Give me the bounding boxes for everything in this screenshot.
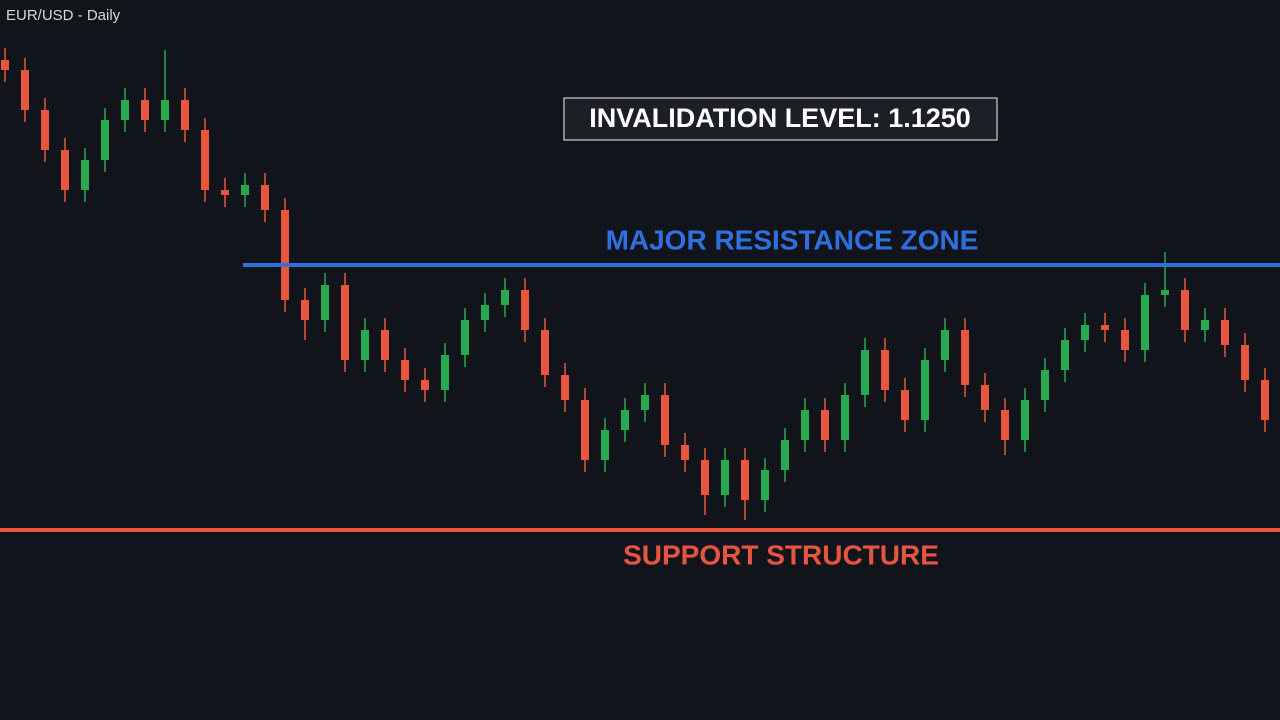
- candle-body: [681, 445, 689, 460]
- candle-body: [521, 290, 529, 330]
- candle-body: [901, 390, 909, 420]
- candle-body: [401, 360, 409, 380]
- candle-body: [441, 355, 449, 390]
- candle-body: [161, 100, 169, 120]
- candle-body: [581, 400, 589, 460]
- candle-body: [821, 410, 829, 440]
- candle-body: [1001, 410, 1009, 440]
- candle-body: [561, 375, 569, 400]
- candle-body: [701, 460, 709, 495]
- candle-body: [101, 120, 109, 160]
- candle-body: [881, 350, 889, 390]
- candle-body: [1201, 320, 1209, 330]
- candle-body: [81, 160, 89, 190]
- candle-body: [801, 410, 809, 440]
- candle-body: [601, 430, 609, 460]
- candle-body: [1241, 345, 1249, 380]
- chart-title: EUR/USD - Daily: [6, 7, 121, 24]
- candle-body: [1101, 325, 1109, 330]
- candle-body: [1161, 290, 1169, 295]
- candle-body: [281, 210, 289, 300]
- candle-body: [1081, 325, 1089, 340]
- candle-body: [1041, 370, 1049, 400]
- candle-body: [201, 130, 209, 190]
- candle-body: [321, 285, 329, 320]
- candle-body: [981, 385, 989, 410]
- candle-body: [261, 185, 269, 210]
- candle-body: [921, 360, 929, 420]
- candle-body: [421, 380, 429, 390]
- candle-body: [381, 330, 389, 360]
- candle-body: [661, 395, 669, 445]
- candle-body: [1141, 295, 1149, 350]
- annotation: INVALIDATION LEVEL: 1.1250: [589, 103, 971, 133]
- candle-body: [1, 60, 9, 70]
- candle-body: [341, 285, 349, 360]
- candle-body: [761, 470, 769, 500]
- candle-body: [1261, 380, 1269, 420]
- candle-body: [741, 460, 749, 500]
- candle-body: [241, 185, 249, 195]
- candle-body: [841, 395, 849, 440]
- candle-body: [1181, 290, 1189, 330]
- candle-body: [1061, 340, 1069, 370]
- candle-body: [361, 330, 369, 360]
- candle-body: [41, 110, 49, 150]
- candle-body: [121, 100, 129, 120]
- candle-body: [21, 70, 29, 110]
- annotation-box: [563, 97, 998, 141]
- candle-body: [961, 330, 969, 385]
- candle-body: [721, 460, 729, 495]
- candle-body: [1221, 320, 1229, 345]
- level-label: SUPPORT STRUCTURE: [623, 539, 939, 570]
- candle-body: [861, 350, 869, 395]
- candle-body: [141, 100, 149, 120]
- candle-body: [621, 410, 629, 430]
- candle-body: [1021, 400, 1029, 440]
- candle-body: [781, 440, 789, 470]
- candle-body: [501, 290, 509, 305]
- level-label: MAJOR RESISTANCE ZONE: [606, 224, 979, 255]
- candle-body: [181, 100, 189, 130]
- candle-body: [61, 150, 69, 190]
- candle-body: [1121, 330, 1129, 350]
- candle-body: [481, 305, 489, 320]
- candle-body: [541, 330, 549, 375]
- candle-body: [221, 190, 229, 195]
- candle-body: [641, 395, 649, 410]
- candle-body: [941, 330, 949, 360]
- candle-body: [301, 300, 309, 320]
- candle-body: [461, 320, 469, 355]
